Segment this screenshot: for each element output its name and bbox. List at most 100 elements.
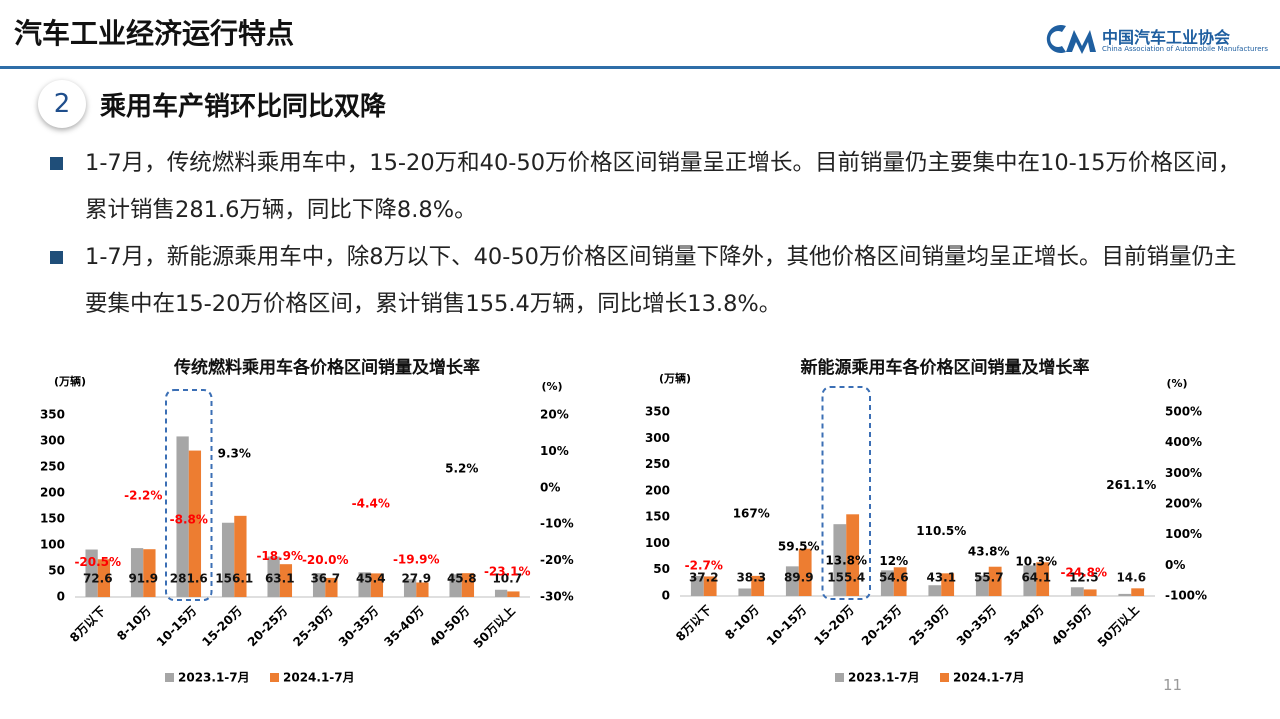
growth-label: 110.5% <box>916 524 966 538</box>
bar <box>188 450 202 597</box>
legend-label: 2023.1-7月 <box>848 671 920 685</box>
y2-tick-label: -20% <box>540 553 574 567</box>
chart-title: 传统燃料乘用车各价格区间销量及增长率 <box>173 357 480 378</box>
y2-tick-label: 200% <box>1165 497 1202 511</box>
y-tick-label: 350 <box>645 405 670 419</box>
value-label: 63.1 <box>265 572 295 586</box>
x-tick-label: 50万以上 <box>470 603 518 651</box>
bar <box>1131 588 1145 596</box>
bar <box>690 575 704 596</box>
value-label: 14.6 <box>1116 571 1146 585</box>
bar <box>1023 565 1037 596</box>
x-tick-label: 50万以上 <box>1094 602 1142 650</box>
growth-label: -20.0% <box>302 553 349 567</box>
y-tick-label: 0 <box>662 589 670 603</box>
bar <box>846 514 860 596</box>
x-tick-label: 30-35万 <box>336 604 382 650</box>
growth-label: 9.3% <box>218 446 251 460</box>
value-label: 43.1 <box>926 571 956 585</box>
bar <box>785 566 799 596</box>
growth-label: 5.2% <box>445 461 478 475</box>
value-label: 12.5 <box>1069 571 1099 585</box>
y2-tick-label: 0% <box>540 480 560 494</box>
y2-tick-label: -10% <box>540 517 574 531</box>
bar <box>267 556 280 597</box>
bar <box>325 577 338 597</box>
y-tick-label: 0 <box>57 590 65 604</box>
y2-tick-label: 100% <box>1165 527 1202 541</box>
y-tick-label: 200 <box>40 486 65 500</box>
y-tick-label: 200 <box>645 483 670 497</box>
bar <box>928 585 942 596</box>
y2-axis-label: (%) <box>541 380 562 393</box>
growth-label: 13.8% <box>825 554 867 568</box>
legend-label: 2024.1-7月 <box>283 671 355 685</box>
value-label: 45.4 <box>356 572 386 586</box>
logo-mark <box>1046 25 1096 54</box>
x-tick-label: 30-35万 <box>954 603 1000 649</box>
value-label: 55.7 <box>974 571 1004 585</box>
x-tick-label: 8万以下 <box>67 604 108 645</box>
x-tick-label: 20-25万 <box>245 604 291 650</box>
x-tick-label: 8-10万 <box>722 603 762 643</box>
bar <box>85 549 98 597</box>
y-tick-label: 100 <box>40 538 65 552</box>
bar <box>1118 593 1132 596</box>
bar <box>507 591 520 597</box>
y-axis-label: (万辆) <box>659 371 691 385</box>
y-tick-label: 150 <box>645 510 670 524</box>
bar <box>751 575 765 596</box>
x-tick-label: 8万以下 <box>673 603 714 644</box>
x-tick-label: 20-25万 <box>859 603 905 649</box>
x-tick-label: 40-50万 <box>427 604 473 650</box>
logo-name: 中国汽车工业协会 <box>1102 28 1231 47</box>
bar <box>494 589 508 597</box>
legend-swatch <box>835 673 844 682</box>
legend-label: 2024.1-7月 <box>953 671 1025 685</box>
highlight-box <box>165 389 213 601</box>
bar <box>176 436 189 597</box>
growth-label: -20.5% <box>74 555 121 569</box>
logo-subtitle: China Association of Automobile Manufact… <box>1102 45 1269 53</box>
y2-axis-label: (%) <box>1166 377 1187 390</box>
y2-tick-label: 10% <box>540 444 569 458</box>
bar <box>449 574 462 597</box>
legend-swatch <box>940 673 949 682</box>
legend-swatch <box>165 673 174 682</box>
y2-tick-label: 0% <box>1165 558 1185 572</box>
bar <box>461 573 475 597</box>
bar <box>358 572 371 597</box>
x-tick-label: 35-40万 <box>1001 603 1047 649</box>
growth-label: 167% <box>733 507 770 521</box>
y-tick-label: 300 <box>40 434 65 448</box>
growth-label: -23.1% <box>484 564 531 578</box>
bar <box>1070 587 1084 596</box>
y-tick-label: 250 <box>645 457 670 471</box>
growth-label: -2.7% <box>685 559 723 573</box>
value-label: 281.6 <box>170 572 208 586</box>
bar <box>893 567 907 596</box>
y-tick-label: 300 <box>645 431 670 445</box>
value-label: 10.7 <box>492 572 522 586</box>
y-tick-label: 50 <box>653 562 670 576</box>
page-number: 11 <box>1163 676 1183 694</box>
y2-tick-label: 20% <box>540 408 569 422</box>
x-tick-label: 15-20万 <box>199 604 245 650</box>
growth-label: 12% <box>879 554 908 568</box>
y-tick-label: 250 <box>40 460 65 474</box>
y-tick-label: 350 <box>40 408 65 422</box>
growth-label: 43.8% <box>968 544 1010 558</box>
chart-title: 新能源乘用车各价格区间销量及增长率 <box>801 357 1090 378</box>
growth-label: 59.5% <box>778 540 820 554</box>
value-label: 155.4 <box>827 571 865 585</box>
value-label: 89.9 <box>784 571 814 585</box>
bar <box>703 576 717 596</box>
bar <box>130 548 144 597</box>
value-label: 156.1 <box>215 572 253 586</box>
y2-tick-label: -30% <box>540 590 574 604</box>
bar <box>97 559 111 597</box>
bar <box>880 570 894 596</box>
section-title: 乘用车产销环比同比双降 <box>100 92 387 122</box>
y2-tick-label: -100% <box>1165 589 1207 603</box>
